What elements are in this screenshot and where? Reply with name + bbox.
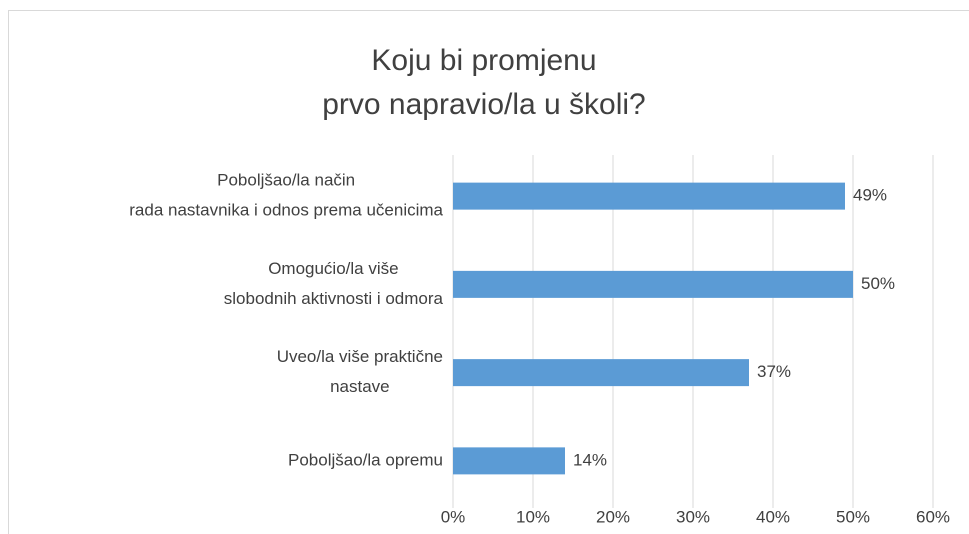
category-label-line: Uveo/la više praktične bbox=[277, 347, 443, 366]
bar bbox=[453, 359, 749, 387]
value-label: 37% bbox=[757, 362, 791, 381]
x-tick-label: 10% bbox=[516, 507, 550, 526]
x-tick-label: 20% bbox=[596, 507, 630, 526]
value-label: 14% bbox=[573, 450, 607, 469]
bar bbox=[453, 182, 845, 210]
x-tick-label: 30% bbox=[676, 507, 710, 526]
x-tick-label: 40% bbox=[756, 507, 790, 526]
category-label-line: Poboljšao/la opremu bbox=[288, 450, 443, 469]
chart-title: prvo napravio/la u školi? bbox=[322, 88, 646, 121]
category-label-line: Omogućio/la više bbox=[268, 259, 398, 278]
category-label: Poboljšao/la opremu bbox=[288, 450, 443, 469]
bar bbox=[453, 447, 565, 475]
category-label: Uveo/la više praktične nastave bbox=[277, 347, 443, 396]
category-label-line: nastave bbox=[330, 377, 390, 396]
category-label: Omogućio/la više slobodnih aktivnosti i o… bbox=[224, 259, 444, 308]
category-label-line: rada nastavnika i odnos prema učenicima bbox=[129, 201, 443, 220]
chart-title: Koju bi promjenu bbox=[371, 44, 596, 77]
category-label-line: Poboljšao/la način bbox=[217, 171, 355, 190]
category-label-line: slobodnih aktivnosti i odmora bbox=[224, 289, 444, 308]
value-label: 49% bbox=[853, 186, 887, 205]
bar bbox=[453, 270, 853, 298]
x-tick-label: 50% bbox=[836, 507, 870, 526]
value-label: 50% bbox=[861, 274, 895, 293]
category-label: Poboljšao/la način rada nastavnika i odno… bbox=[129, 171, 443, 220]
x-tick-label: 60% bbox=[916, 507, 950, 526]
x-tick-label: 0% bbox=[441, 507, 466, 526]
